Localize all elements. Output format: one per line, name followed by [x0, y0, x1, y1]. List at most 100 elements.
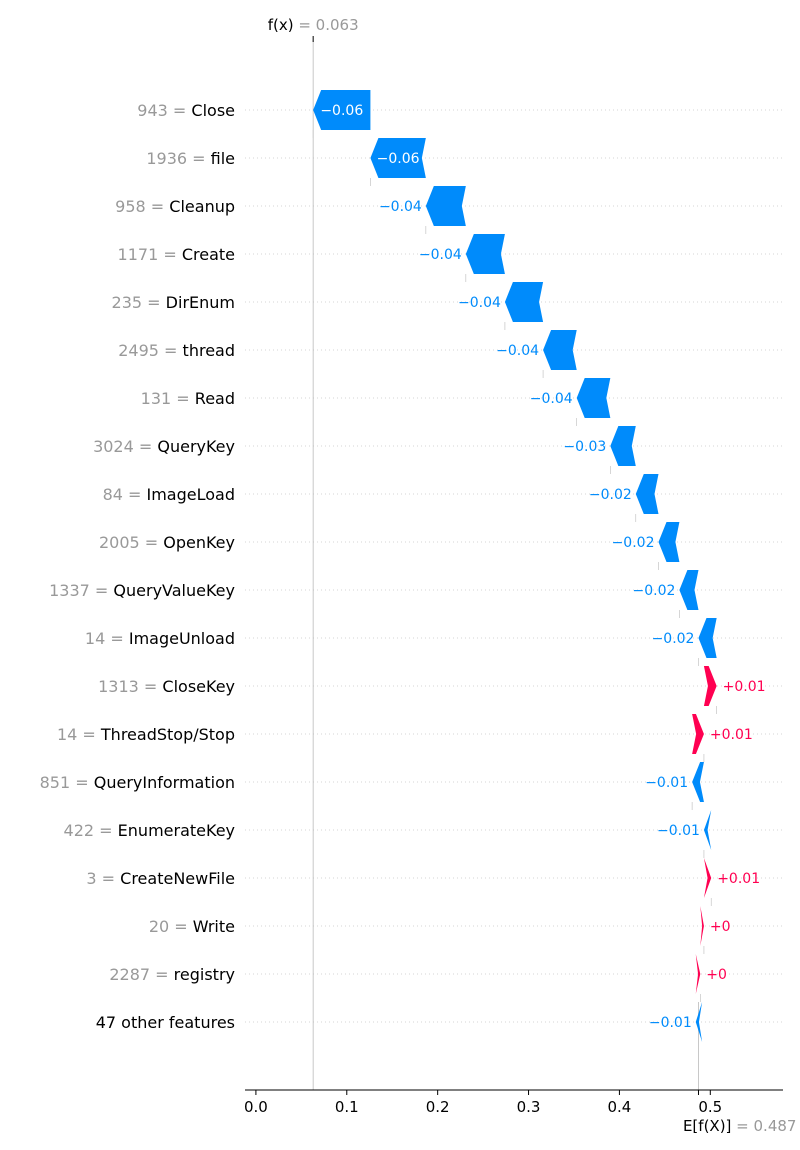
fx-equals: = [294, 16, 316, 34]
bar-2 [425, 186, 466, 226]
fx-value: 0.063 [316, 16, 359, 34]
bar-11 [698, 618, 717, 658]
feature-label: 1171 = Create [118, 245, 235, 264]
bar-10 [679, 570, 699, 610]
feature-label: 20 = Write [149, 917, 235, 936]
bar-17 [700, 906, 704, 946]
bars [313, 90, 717, 1042]
feature-value: 943 = [137, 101, 191, 120]
feature-label: 958 = Cleanup [115, 197, 235, 216]
bar-value-label: −0.02 [589, 487, 632, 503]
feature-name: ThreadStop/Stop [100, 725, 235, 744]
grid-layer [245, 109, 783, 1023]
feature-name: 47 other features [96, 1013, 235, 1032]
feature-name: QueryKey [157, 437, 235, 456]
feature-label: 235 = DirEnum [112, 293, 235, 312]
ex-equals: = [731, 1117, 753, 1135]
bar-value-label: −0.06 [320, 103, 363, 119]
feature-label: 14 = ImageUnload [85, 629, 235, 648]
feature-name: file [211, 149, 235, 168]
bar-0 [313, 90, 371, 130]
bar-value-label: −0.04 [379, 199, 422, 215]
bar-7 [610, 426, 636, 466]
bar-value-label: −0.04 [458, 295, 501, 311]
feature-value: 2495 = [118, 341, 182, 360]
bar-16 [703, 858, 712, 898]
bar-15 [703, 810, 712, 850]
bar-value-label: −0.01 [645, 775, 688, 791]
feature-name: Create [182, 245, 235, 264]
bar-value-label: −0.02 [652, 631, 695, 647]
bar-4 [504, 282, 544, 322]
feature-labels: −0.06 943 = Close −0.06 1936 = file −0.04 958… [40, 101, 766, 1032]
bar-8 [635, 474, 659, 514]
feature-value: 3 = [86, 869, 120, 888]
x-tick-label: 0.5 [698, 1098, 722, 1116]
bar-value-label: −0.04 [419, 247, 462, 263]
feature-label: 943 = Close [137, 101, 235, 120]
bar-value-label: −0.03 [563, 439, 606, 455]
feature-name: QueryInformation [94, 773, 235, 792]
feature-value: 1936 = [146, 149, 210, 168]
bar-value-label: +0.01 [710, 727, 753, 743]
feature-value: 2005 = [99, 533, 163, 552]
ex-value: 0.487 [754, 1117, 797, 1135]
bar-value-label: −0.04 [530, 391, 573, 407]
feature-label: 1313 = CloseKey [98, 677, 235, 696]
feature-value: 422 = [64, 821, 118, 840]
bar-9 [658, 522, 680, 562]
feature-value: 14 = [57, 725, 101, 744]
feature-label: 3 = CreateNewFile [86, 869, 235, 888]
feature-name: Close [191, 101, 235, 120]
bar-12 [703, 666, 717, 706]
fx-label: f(x) = 0.063 [268, 16, 359, 34]
feature-name: CreateNewFile [120, 869, 235, 888]
feature-label: 47 other features [96, 1013, 235, 1032]
feature-name: ImageLoad [147, 485, 236, 504]
feature-value: 2287 = [109, 965, 173, 984]
feature-name: OpenKey [163, 533, 235, 552]
bar-13 [692, 714, 704, 754]
feature-name: Cleanup [169, 197, 235, 216]
feature-name: CloseKey [162, 677, 235, 696]
feature-name: Write [193, 917, 235, 936]
feature-name: thread [183, 341, 235, 360]
x-axis: 0.0 0.1 0.2 0.3 0.4 0.5E[f(X)] = 0.487 [244, 1089, 797, 1135]
feature-label: 851 = QueryInformation [40, 773, 235, 792]
feature-value: 1171 = [118, 245, 182, 264]
bar-value-label: −0.04 [496, 343, 539, 359]
feature-name: EnumerateKey [118, 821, 235, 840]
feature-name: QueryValueKey [113, 581, 235, 600]
feature-value: 131 = [141, 389, 195, 408]
feature-label: 3024 = QueryKey [93, 437, 235, 456]
feature-value: 3024 = [93, 437, 157, 456]
feature-label: 2495 = thread [118, 341, 235, 360]
feature-name: DirEnum [166, 293, 235, 312]
x-tick-label: 0.1 [335, 1098, 359, 1116]
bar-1 [370, 138, 426, 178]
bar-value-label: +0.01 [723, 679, 766, 695]
x-tick-label: 0.0 [244, 1098, 268, 1116]
feature-value: 14 = [85, 629, 129, 648]
feature-label: 2005 = OpenKey [99, 533, 235, 552]
feature-value: 958 = [115, 197, 169, 216]
feature-value: 1337 = [49, 581, 113, 600]
bar-value-label: −0.02 [612, 535, 655, 551]
feature-label: 422 = EnumerateKey [64, 821, 235, 840]
x-tick-label: 0.2 [426, 1098, 450, 1116]
feature-value: 20 = [149, 917, 193, 936]
fx-annotation: f(x) = 0.063 [268, 16, 359, 42]
feature-value: 84 = [103, 485, 147, 504]
bar-5 [543, 330, 577, 370]
feature-label: 2287 = registry [109, 965, 235, 984]
feature-value: 851 = [40, 773, 94, 792]
ex-symbol: E[f(X)] [683, 1117, 731, 1135]
bar-19 [695, 1002, 703, 1042]
reference-lines [312, 40, 717, 1090]
feature-name: registry [174, 965, 235, 984]
x-tick-label: 0.4 [607, 1098, 631, 1116]
feature-name: ImageUnload [129, 629, 235, 648]
feature-value: 1313 = [98, 677, 162, 696]
feature-label: 1337 = QueryValueKey [49, 581, 235, 600]
